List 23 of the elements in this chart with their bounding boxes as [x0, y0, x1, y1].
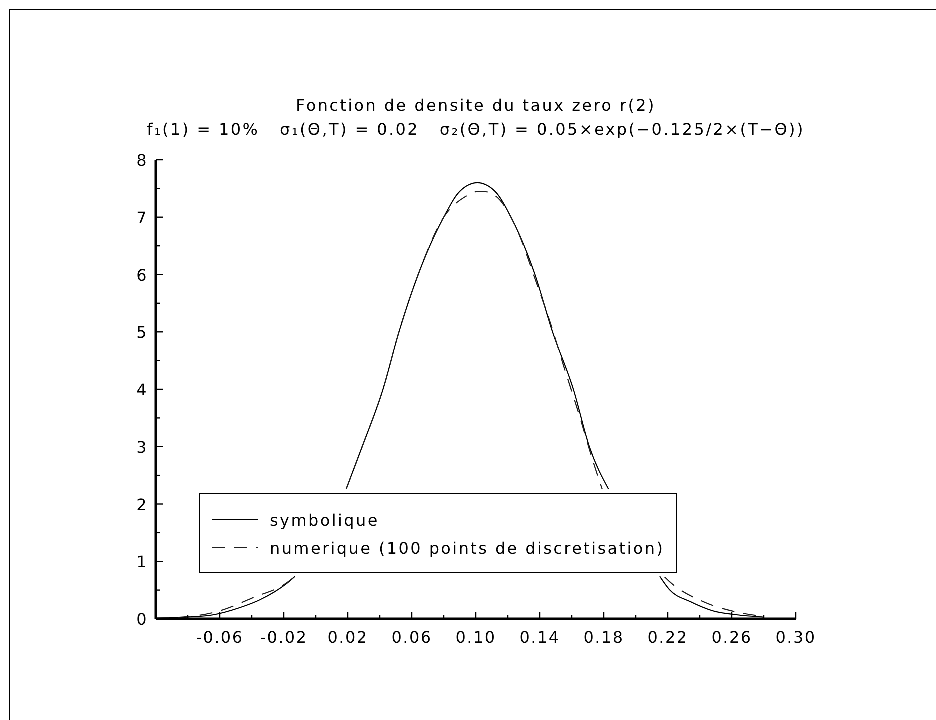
chart-subtitle: f₁(1) = 10% σ₁(Θ,T) = 0.02 σ₂(Θ,T) = 0.05×exp(−0.125/2×(T−Θ)): [146, 120, 806, 140]
legend-label: symbolique: [270, 510, 380, 530]
x-tick-label: -0.06: [196, 628, 244, 647]
y-tick-label: 0: [136, 610, 148, 629]
x-tick-label: 0.14: [520, 628, 560, 647]
chart-title: Fonction de densite du taux zero r(2): [295, 96, 657, 116]
y-tick-label: 1: [136, 552, 148, 572]
y-tick-label: 3: [136, 438, 148, 457]
x-tick-label: 0.06: [392, 628, 432, 647]
x-tick-label: 0.30: [776, 628, 816, 647]
y-tick-label: 5: [136, 323, 148, 342]
y-tick-label: 6: [136, 266, 148, 285]
y-tick-label: 7: [136, 208, 148, 228]
y-tick-label: 2: [136, 495, 148, 514]
x-tick-label: 0.26: [712, 628, 752, 647]
y-tick-label: 4: [136, 380, 148, 400]
x-tick-label: 0.02: [328, 628, 368, 647]
x-tick-label: -0.02: [260, 628, 308, 647]
x-tick-label: 0.18: [584, 628, 624, 647]
legend-label: numerique (100 points de discretisation): [270, 538, 665, 558]
y-tick-label: 8: [136, 151, 148, 170]
x-tick-label: 0.10: [456, 628, 496, 647]
x-tick-label: 0.22: [648, 628, 688, 647]
